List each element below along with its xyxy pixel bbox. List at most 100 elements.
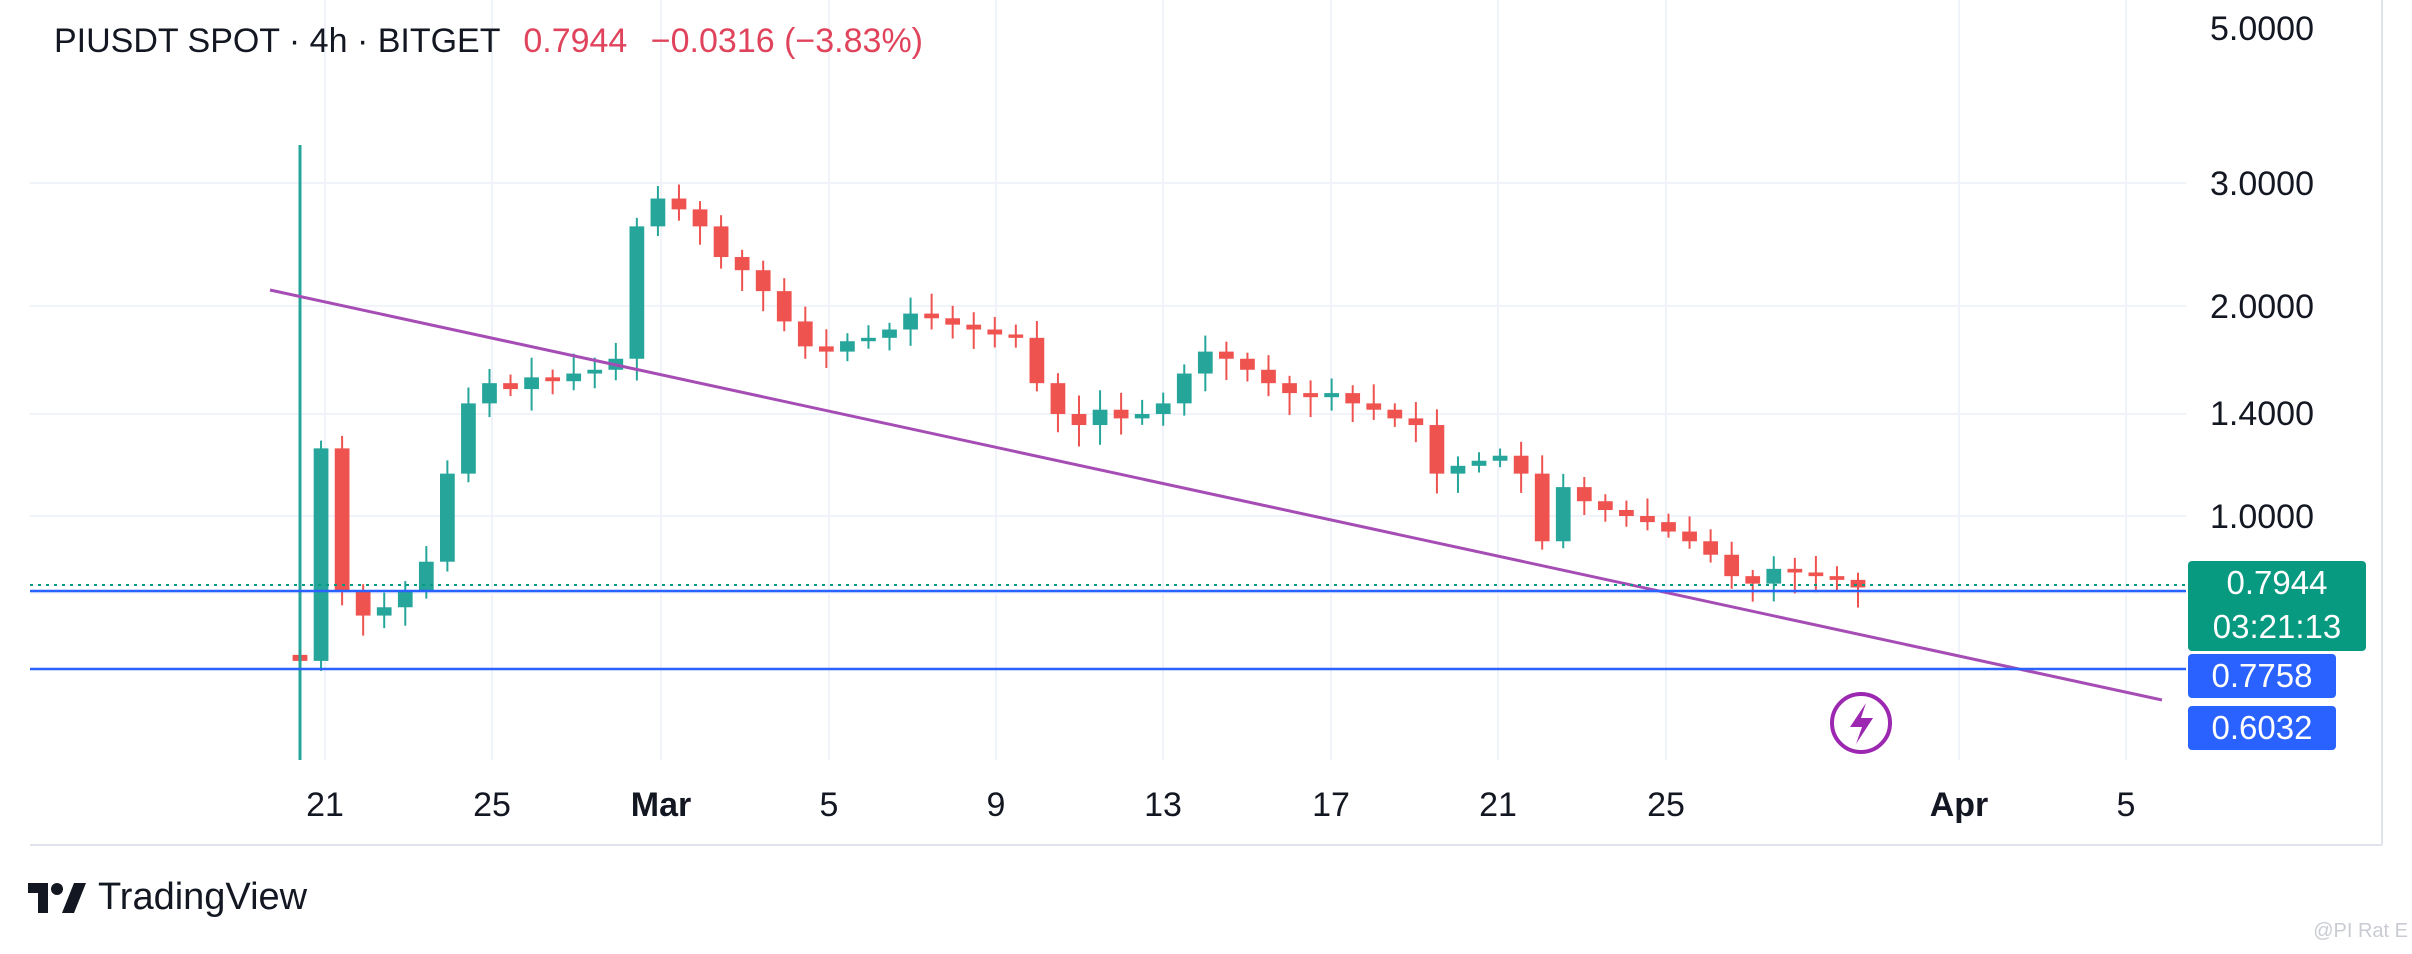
candle-body	[1682, 531, 1697, 542]
candle-body	[545, 377, 561, 382]
candle-body	[1261, 369, 1276, 384]
candle-body	[1745, 576, 1761, 584]
time-tick: 21	[306, 786, 344, 824]
candle-body	[1640, 516, 1655, 523]
candle-body	[882, 329, 897, 338]
last-price: 0.7944	[523, 22, 628, 60]
grid	[30, 0, 2186, 760]
candle-body	[1703, 541, 1718, 555]
time-tick: 5	[820, 786, 839, 824]
symbol-title[interactable]: PIUSDT SPOT · 4h · BITGET	[54, 22, 500, 60]
candle-body	[1240, 358, 1255, 370]
time-tick: 13	[1144, 786, 1182, 824]
price-tick: 5.0000	[2210, 10, 2314, 48]
brand-name: TradingView	[98, 876, 308, 918]
candle-body	[482, 383, 497, 404]
candle-body	[1492, 455, 1508, 461]
tradingview-logo-icon	[28, 882, 86, 913]
candle-body	[945, 318, 961, 325]
price-tick: 2.0000	[2210, 288, 2314, 326]
candle-body	[713, 226, 729, 258]
lightning-alert-icon[interactable]	[1830, 692, 1892, 754]
candle-body	[1408, 418, 1424, 426]
candles	[292, 145, 1866, 760]
time-tick: 5	[2117, 786, 2136, 824]
price-tick: 1.4000	[2210, 395, 2314, 433]
candle-body	[755, 270, 771, 292]
candle-body	[734, 257, 750, 271]
candle-body	[1345, 393, 1361, 404]
candle-body	[313, 448, 329, 661]
candle-body	[1471, 460, 1487, 466]
candle-body	[376, 607, 392, 616]
candle-body	[1134, 414, 1150, 419]
candle-body	[503, 383, 518, 390]
candle-body	[1113, 409, 1129, 419]
candle-body	[1450, 465, 1466, 474]
candle-body	[1766, 568, 1782, 584]
candle-body	[1050, 383, 1066, 415]
tradingview-brand[interactable]: TradingView	[28, 876, 307, 919]
current-price-tag: 0.7944 03:21:13	[2188, 561, 2366, 651]
candle-body	[692, 209, 708, 227]
candle-body	[334, 448, 350, 592]
candle-body	[1008, 334, 1024, 338]
trendline[interactable]	[269, 288, 2163, 702]
symbol-header: PIUSDT SPOT · 4h · BITGET 0.7944 −0.0316…	[54, 22, 923, 61]
candle-body	[461, 403, 476, 474]
candle-body	[671, 198, 687, 210]
candle-body	[587, 369, 603, 374]
level-price-value: 0.7758	[2211, 657, 2313, 694]
level-price-tag: 0.7758	[2188, 654, 2336, 698]
candle-body	[1829, 576, 1845, 580]
candle-body	[1219, 351, 1234, 359]
time-tick: Mar	[631, 786, 691, 824]
candle-body	[776, 291, 792, 322]
candle-body	[397, 591, 413, 608]
candle-body	[355, 591, 371, 616]
price-tick: 1.0000	[2210, 498, 2314, 536]
candle-body	[987, 329, 1003, 335]
candle-body	[1197, 351, 1213, 374]
candle-body	[1155, 403, 1171, 415]
watermark: @PI Rat E	[2313, 920, 2408, 942]
candle-body	[1576, 487, 1592, 502]
candle-body	[1850, 579, 1866, 588]
candle-body	[440, 473, 455, 562]
bar-countdown: 03:21:13	[2212, 608, 2342, 645]
candle-body	[924, 313, 939, 319]
time-tick: Apr	[1930, 786, 1989, 824]
candle-body	[1513, 455, 1529, 474]
candle-body	[903, 313, 918, 330]
time-tick: 21	[1479, 786, 1517, 824]
candle-body	[1324, 393, 1340, 398]
candle-body	[1366, 403, 1382, 410]
candle-body	[650, 198, 666, 227]
candle-body	[861, 337, 876, 342]
candle-body	[840, 341, 855, 352]
candle-body	[1429, 425, 1445, 474]
candle-body	[1176, 373, 1192, 404]
candle-body	[818, 346, 834, 352]
candle-body	[524, 377, 539, 390]
time-tick: 25	[1647, 786, 1685, 824]
candle-body	[1619, 509, 1634, 516]
candle-body	[1029, 337, 1045, 384]
candle-body	[1597, 501, 1613, 510]
candle-body	[1282, 383, 1297, 394]
candle-body	[1071, 414, 1087, 426]
candle-body	[1387, 409, 1403, 419]
time-tick: 17	[1312, 786, 1350, 824]
current-price-value: 0.7944	[2226, 564, 2328, 601]
level-price-value-2: 0.6032	[2211, 709, 2313, 746]
price-tick: 3.0000	[2210, 165, 2314, 203]
time-tick: 9	[987, 786, 1006, 824]
candle-body	[1303, 393, 1318, 398]
candle-body	[1092, 409, 1108, 426]
candle-body	[1808, 572, 1824, 577]
candle-body	[629, 226, 645, 359]
candle-body	[566, 373, 582, 382]
level-price-tag-2: 0.6032	[2188, 706, 2336, 750]
candle-body	[1661, 522, 1676, 532]
